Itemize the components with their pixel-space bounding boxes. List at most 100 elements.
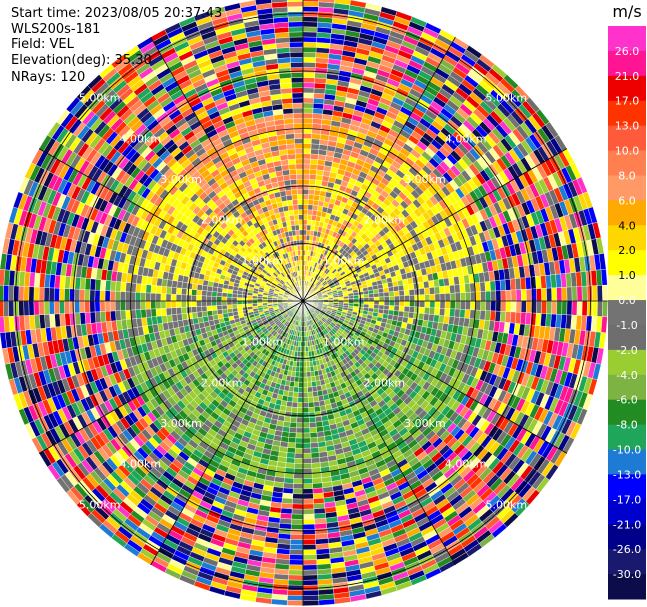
velocity-gate xyxy=(289,422,297,428)
velocity-gate xyxy=(302,513,315,520)
velocity-gate xyxy=(556,287,563,302)
velocity-gate xyxy=(444,308,451,317)
velocity-gate xyxy=(368,297,375,302)
velocity-gate xyxy=(600,268,608,286)
velocity-gate xyxy=(399,295,405,302)
velocity-gate xyxy=(399,300,405,307)
velocity-gate xyxy=(302,589,319,596)
velocity-gate xyxy=(302,595,319,601)
velocity-gate xyxy=(413,288,420,296)
velocity-gate xyxy=(302,46,317,53)
velocity-gate xyxy=(310,143,320,150)
velocity-gate xyxy=(378,304,385,310)
velocity-gate xyxy=(602,300,608,318)
velocity-gate xyxy=(286,600,304,606)
velocity-gate xyxy=(429,287,436,295)
velocity-gate xyxy=(296,417,304,424)
velocity-gate xyxy=(310,148,320,155)
velocity-gate xyxy=(287,584,304,591)
velocity-gate xyxy=(302,158,311,165)
velocity-gate xyxy=(312,492,324,500)
velocity-gate xyxy=(285,457,295,464)
velocity-gate xyxy=(309,163,318,170)
velocity-gate xyxy=(314,184,322,191)
velocity-gate xyxy=(284,411,292,418)
velocity-gate xyxy=(293,468,304,474)
velocity-gate xyxy=(285,462,295,469)
velocity-gate xyxy=(289,554,304,561)
velocity-gate xyxy=(302,498,314,505)
velocity-gate xyxy=(302,36,318,43)
velocity-gate xyxy=(460,292,466,302)
velocity-gate xyxy=(398,310,405,318)
velocity-gate xyxy=(307,396,314,403)
velocity-gate xyxy=(368,293,375,298)
velocity-gate xyxy=(403,289,410,296)
velocity-gate xyxy=(561,300,568,316)
velocity-gate xyxy=(449,284,456,294)
velocity-gate xyxy=(298,387,304,393)
velocity-gate xyxy=(429,300,436,309)
velocity-gate xyxy=(306,371,312,378)
velocity-gate xyxy=(383,300,390,306)
velocity-gate xyxy=(288,432,297,439)
velocity-gate xyxy=(302,133,312,139)
velocity-gate xyxy=(373,296,380,302)
velocity-gate xyxy=(363,300,370,305)
velocity-gate xyxy=(287,579,304,586)
velocity-gate xyxy=(307,214,313,221)
velocity-gate xyxy=(308,194,315,201)
velocity-gate xyxy=(383,305,390,311)
velocity-gate xyxy=(294,458,304,464)
velocity-gate xyxy=(302,82,315,89)
velocity-gate xyxy=(494,310,502,322)
velocity-gate xyxy=(302,148,312,155)
velocity-gate xyxy=(475,291,481,302)
velocity-gate xyxy=(541,288,547,302)
velocity-gate xyxy=(302,6,319,13)
velocity-gate xyxy=(292,493,304,500)
velocity-gate xyxy=(302,361,307,368)
velocity-gate xyxy=(297,397,304,403)
velocity-gate xyxy=(292,396,299,403)
velocity-gate xyxy=(302,381,308,388)
velocity-gate xyxy=(313,194,320,201)
velocity-gate xyxy=(308,401,315,408)
velocity-gate xyxy=(566,300,573,316)
velocity-gate xyxy=(313,497,325,505)
velocity-gate xyxy=(581,300,588,317)
velocity-gate xyxy=(306,224,312,231)
velocity-gate xyxy=(302,57,316,63)
velocity-gate xyxy=(302,224,308,231)
velocity-gate xyxy=(479,310,486,321)
velocity-gate xyxy=(309,432,318,439)
velocity-gate xyxy=(309,366,315,372)
velocity-gate xyxy=(418,313,425,321)
velocity-gate xyxy=(398,290,405,297)
velocity-gate xyxy=(536,300,542,314)
velocity-gate xyxy=(373,300,380,306)
velocity-gate xyxy=(449,308,456,318)
velocity-gate xyxy=(302,178,310,185)
velocity-gate xyxy=(480,300,487,311)
velocity-gate xyxy=(290,411,298,418)
velocity-gate xyxy=(561,286,568,302)
velocity-gate xyxy=(311,457,321,464)
velocity-gate xyxy=(306,219,312,226)
velocity-gate xyxy=(302,244,307,251)
velocity-gate xyxy=(520,289,527,302)
velocity-gate xyxy=(294,447,304,454)
velocity-gate xyxy=(368,300,375,305)
velocity-gate xyxy=(302,534,316,540)
velocity-gate xyxy=(551,287,558,302)
velocity-gate xyxy=(286,396,294,403)
velocity-gate xyxy=(408,283,415,291)
velocity-gate xyxy=(313,97,325,105)
velocity-gate xyxy=(408,289,415,296)
velocity-gate xyxy=(424,287,430,295)
velocity-gate xyxy=(286,401,293,408)
velocity-gate xyxy=(464,283,471,293)
velocity-gate xyxy=(307,381,313,388)
velocity-gate xyxy=(571,286,578,302)
velocity-gate xyxy=(310,442,319,449)
